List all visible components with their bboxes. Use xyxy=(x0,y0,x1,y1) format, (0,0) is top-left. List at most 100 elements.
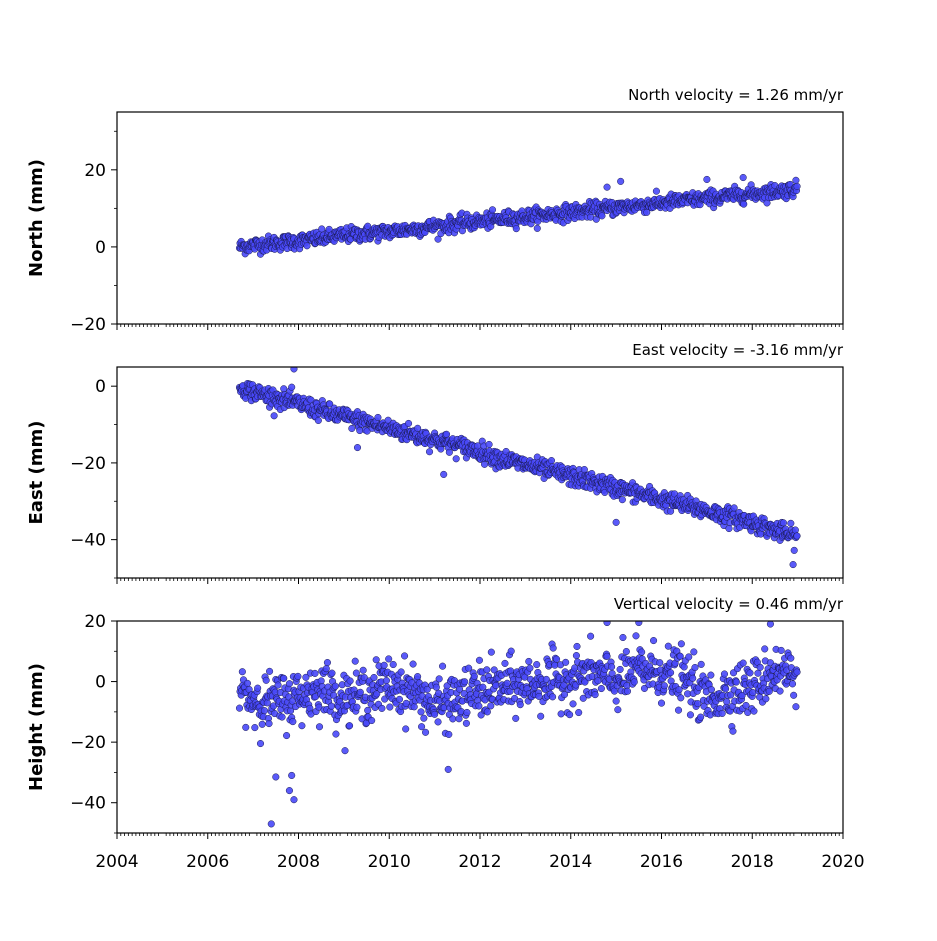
height-data-point xyxy=(690,648,698,656)
height-data-point xyxy=(718,709,726,717)
height-data-point xyxy=(579,694,587,702)
east-panel: −40 −20 0 East (mm) East velocity = -3.16 mm… xyxy=(26,341,844,584)
height-data-point xyxy=(526,664,534,672)
height-data-point xyxy=(573,642,581,650)
height-data-point xyxy=(680,663,688,671)
height-data-point xyxy=(285,680,293,688)
height-outlier-point xyxy=(290,796,298,804)
north-data-point xyxy=(488,206,497,214)
east-velocity-title: East velocity = -3.16 mm/yr xyxy=(632,341,844,359)
height-data-point xyxy=(449,715,457,723)
height-data-point xyxy=(439,662,447,670)
height-data-point xyxy=(707,686,715,694)
height-data-point xyxy=(432,683,440,691)
height-data-point xyxy=(707,671,715,679)
height-data-point xyxy=(487,648,495,656)
height-data-point xyxy=(575,708,583,717)
height-data-point xyxy=(754,669,762,677)
height-data-point xyxy=(332,730,340,738)
height-data-point xyxy=(562,658,570,666)
height-data-point xyxy=(761,645,769,653)
height-data-point xyxy=(263,699,271,707)
east-data-point xyxy=(314,416,322,425)
east-data-point xyxy=(348,424,356,433)
height-data-point xyxy=(242,723,250,731)
height-data-point xyxy=(742,701,750,710)
height-panel: 2004 2006 2008 2010 2012 2014 2016 2018 2020 −40 −… xyxy=(26,595,865,872)
height-data-point xyxy=(560,690,569,699)
height-data-point xyxy=(401,652,409,660)
height-data-point xyxy=(479,683,487,691)
height-data-point xyxy=(359,666,367,674)
height-y-tick-label: 0 xyxy=(95,673,106,693)
north-y-tick-label: −20 xyxy=(70,315,106,335)
height-data-point xyxy=(723,698,731,706)
height-data-point xyxy=(674,706,683,714)
height-data-point xyxy=(507,647,515,655)
height-data-point xyxy=(254,684,262,692)
height-data-point xyxy=(619,633,627,642)
height-data-point xyxy=(722,685,730,693)
height-data-point xyxy=(414,673,422,681)
east-outlier-point xyxy=(612,518,620,526)
east-y-tick-label: −40 xyxy=(70,531,106,551)
height-outlier-point xyxy=(603,621,611,627)
height-data-point xyxy=(557,710,565,718)
height-data-point xyxy=(265,720,273,728)
height-data-point xyxy=(630,678,638,686)
east-data-point xyxy=(787,519,795,527)
height-data-point xyxy=(385,655,393,663)
east-points xyxy=(235,367,801,569)
east-data-point xyxy=(667,507,675,515)
height-data-point xyxy=(632,632,640,640)
height-data-point xyxy=(793,668,801,676)
height-data-point xyxy=(289,718,297,726)
height-data-point xyxy=(380,661,388,669)
north-data-point xyxy=(318,225,326,233)
height-outlier-point xyxy=(288,771,296,780)
height-data-point xyxy=(311,669,319,677)
height-data-point xyxy=(423,685,431,693)
x-tick-label: 2004 xyxy=(95,852,138,872)
height-data-point xyxy=(278,713,286,721)
height-data-point xyxy=(346,722,354,730)
height-data-point xyxy=(322,665,330,673)
height-outlier-point xyxy=(267,820,275,828)
east-y-axis-label: East (mm) xyxy=(26,421,47,525)
height-data-point xyxy=(418,723,426,731)
x-tick-label: 2010 xyxy=(368,852,411,872)
height-data-point xyxy=(501,659,509,667)
height-data-point xyxy=(597,684,605,693)
height-data-point xyxy=(251,724,259,732)
height-data-point xyxy=(483,666,491,674)
height-data-point xyxy=(788,680,797,688)
north-data-point xyxy=(533,224,541,232)
height-data-point xyxy=(777,646,785,654)
north-data-point xyxy=(740,200,748,208)
height-data-point xyxy=(650,637,658,645)
north-data-point xyxy=(303,242,311,250)
height-data-point xyxy=(656,659,664,667)
height-data-point xyxy=(689,674,697,682)
height-data-point xyxy=(280,674,288,682)
height-data-point xyxy=(612,697,620,705)
height-data-point xyxy=(402,725,410,733)
height-data-point xyxy=(386,703,394,711)
x-tick-label: 2014 xyxy=(549,852,592,872)
height-data-point xyxy=(445,730,453,738)
east-data-point xyxy=(452,455,460,463)
height-outlier-point xyxy=(272,773,280,781)
height-y-tick-label: −20 xyxy=(70,733,106,753)
height-data-point xyxy=(266,667,274,675)
height-data-point xyxy=(511,694,519,702)
height-data-point xyxy=(465,664,473,672)
height-data-point xyxy=(738,692,746,700)
height-data-point xyxy=(677,640,685,648)
height-data-point xyxy=(235,704,244,712)
height-y-tick-label: −40 xyxy=(70,794,106,814)
north-data-point xyxy=(512,225,520,233)
height-data-point xyxy=(549,644,557,652)
north-outlier-point xyxy=(603,183,611,191)
east-data-point xyxy=(485,440,493,449)
east-data-point xyxy=(725,524,733,533)
